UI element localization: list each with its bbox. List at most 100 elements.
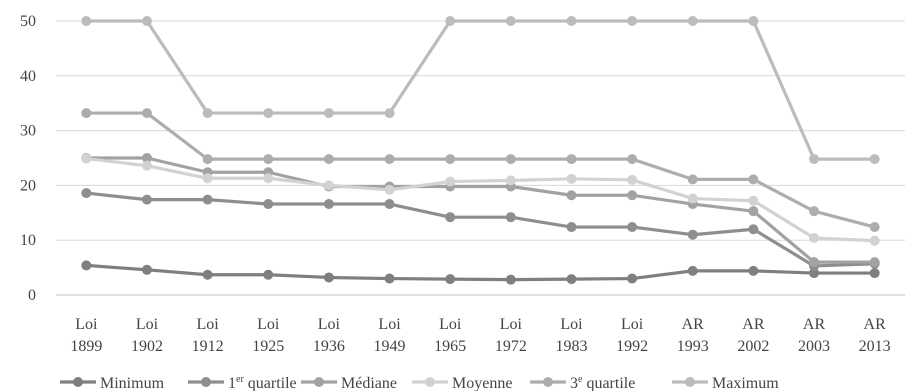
data-point	[263, 199, 274, 210]
x-tick-label-line2: 1983	[555, 338, 587, 355]
x-tick-label-line2: 2002	[737, 338, 769, 355]
x-tick-label-line2: 1899	[70, 338, 102, 355]
legend-item: Médiane	[301, 375, 397, 391]
data-point	[687, 265, 698, 276]
data-point	[869, 257, 880, 268]
data-point	[384, 154, 395, 165]
data-point	[627, 174, 638, 185]
y-tick-label: 0	[28, 287, 36, 304]
x-tick-label-line2: 1949	[374, 338, 406, 355]
legend-label: 1er quartile	[228, 374, 297, 391]
data-point	[809, 257, 820, 268]
x-axis-ticks: Loi 1899 Loi 1902 Loi 1912 Loi 1925 Loi 1936 Loi 19…	[70, 316, 890, 355]
data-point	[445, 274, 456, 285]
data-point	[202, 108, 213, 119]
legend-label-rest: quartile	[244, 375, 297, 391]
legend-marker	[543, 377, 553, 387]
legend-label-main: Minimum	[100, 375, 165, 391]
y-axis-ticks: 0 10 20 30 40 50	[20, 13, 36, 304]
data-point	[566, 16, 577, 26]
data-point	[323, 180, 334, 191]
legend-label: Maximum	[712, 375, 779, 391]
data-point	[445, 154, 456, 165]
data-point	[566, 154, 577, 165]
data-point	[687, 16, 698, 26]
x-tick-label-line2: 1912	[192, 338, 224, 355]
data-point	[505, 16, 516, 26]
data-point	[445, 16, 456, 26]
series-0	[81, 260, 880, 285]
legend: Minimum 1er quartile Médiane Moyenne 3e quar…	[60, 374, 779, 391]
legend-marker	[73, 377, 83, 387]
data-point	[323, 108, 334, 119]
legend-label: Minimum	[100, 375, 165, 391]
series-2	[81, 153, 880, 268]
x-tick-label-line1: Loi	[318, 316, 341, 333]
data-point	[384, 199, 395, 210]
data-point	[263, 269, 274, 280]
series-line	[86, 191, 875, 268]
legend-label: Moyenne	[452, 375, 512, 391]
legend-label: Médiane	[341, 375, 397, 391]
legend-label-main: 3	[570, 375, 578, 391]
legend-item: 3e quartile	[530, 374, 635, 391]
data-point	[81, 16, 92, 26]
data-point	[809, 206, 820, 217]
x-tick-label-line1: Loi	[257, 316, 280, 333]
data-point	[566, 173, 577, 184]
data-point	[323, 154, 334, 165]
series-line	[86, 156, 875, 264]
series-line	[86, 111, 876, 229]
legend-marker	[685, 377, 695, 387]
legend-marker	[314, 377, 324, 387]
legend-label-superscript: e	[578, 374, 583, 385]
x-tick-label-line1: Loi	[196, 316, 219, 333]
x-tick-label-line2: 2013	[859, 338, 891, 355]
x-tick-label-line2: 1925	[252, 338, 284, 355]
y-tick-label: 10	[20, 232, 36, 249]
data-point	[748, 224, 759, 235]
data-point	[809, 154, 820, 165]
data-point	[263, 108, 274, 119]
data-point	[748, 206, 759, 217]
data-point	[384, 108, 395, 119]
legend-marker	[425, 377, 435, 387]
x-tick-label-line2: 1993	[677, 338, 709, 355]
data-point	[141, 16, 152, 26]
data-point	[627, 273, 638, 284]
legend-label-rest: quartile	[582, 375, 635, 391]
x-tick-label-line1: Loi	[560, 316, 583, 333]
legend-item: 1er quartile	[188, 374, 297, 391]
series-4	[81, 108, 880, 233]
data-point	[141, 194, 152, 205]
x-tick-label-line1: AR	[864, 316, 887, 333]
data-point	[869, 154, 880, 165]
x-tick-label-line2: 1902	[131, 338, 163, 355]
y-tick-label: 30	[20, 123, 36, 140]
x-tick-label-line2: 2003	[798, 338, 830, 355]
x-tick-label-line1: Loi	[500, 316, 523, 333]
data-point	[202, 173, 213, 184]
data-point	[81, 153, 92, 164]
legend-item: Moyenne	[412, 375, 512, 391]
data-point	[81, 260, 92, 271]
data-point	[202, 194, 213, 205]
data-point	[869, 235, 880, 246]
data-point	[627, 16, 638, 26]
series-line	[86, 19, 875, 161]
legend-marker	[201, 377, 211, 387]
data-point	[141, 264, 152, 275]
x-tick-label-line1: Loi	[75, 316, 98, 333]
legend-label: 3e quartile	[570, 374, 635, 391]
data-point	[869, 268, 880, 279]
x-tick-label-line2: 1992	[616, 338, 648, 355]
x-tick-label-line2: 1965	[434, 338, 466, 355]
data-point	[748, 195, 759, 206]
series-3	[81, 153, 880, 246]
series-1	[81, 188, 880, 271]
series-line	[86, 263, 875, 282]
data-point	[141, 153, 152, 163]
data-point	[687, 193, 698, 204]
x-tick-label-line2: 1936	[313, 338, 345, 355]
